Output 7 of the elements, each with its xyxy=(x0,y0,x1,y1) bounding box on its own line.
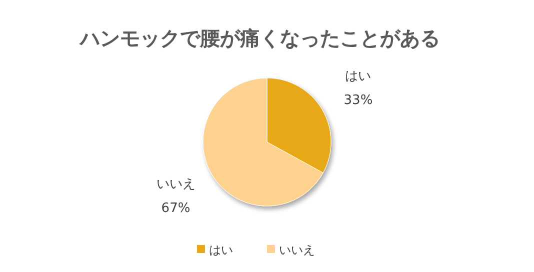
data-label: 67% xyxy=(161,200,190,216)
legend-label: はい xyxy=(209,243,233,257)
title: ハンモックで腰が痛くなったことがある xyxy=(80,26,440,50)
legend-label: いいえ xyxy=(279,243,315,257)
data-label: 33% xyxy=(344,93,373,108)
slice-label: はい xyxy=(345,69,372,84)
slice-label: いいえ xyxy=(156,176,196,192)
